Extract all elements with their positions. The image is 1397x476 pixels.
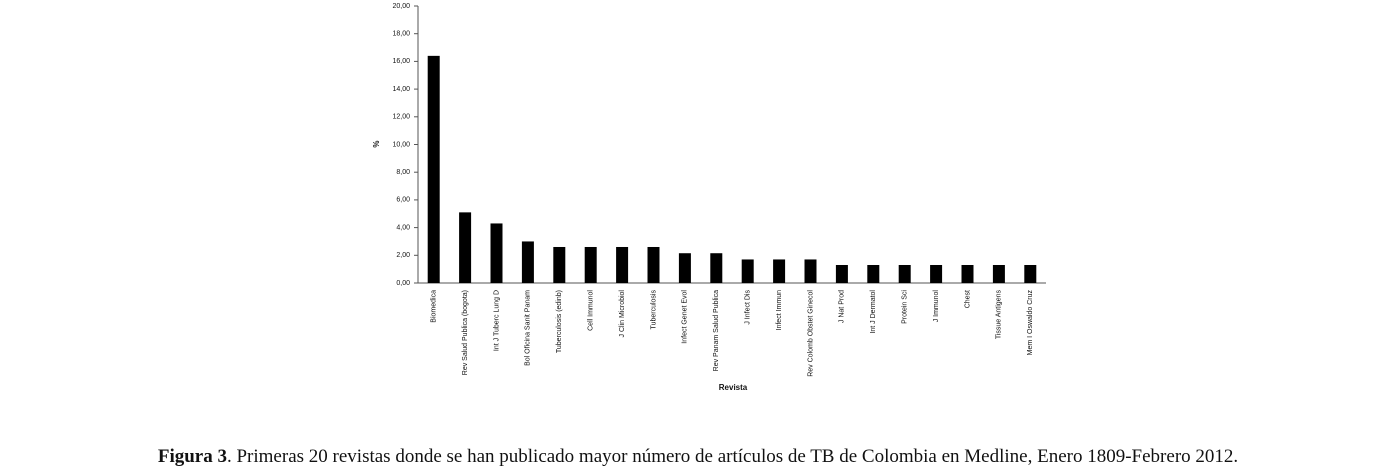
x-tick-label: Cell Immunol bbox=[588, 290, 595, 331]
caption-label: Figura 3 bbox=[158, 446, 227, 467]
x-tick-label: Bol Oficina Sanit Panam bbox=[525, 290, 532, 366]
caption: Figura 3. Primeras 20 revistas donde se … bbox=[158, 446, 1238, 467]
bar bbox=[773, 259, 786, 283]
bar bbox=[992, 264, 1005, 283]
bar bbox=[804, 259, 817, 283]
x-tick-label: Mem I Oswaldo Cruz bbox=[1027, 290, 1034, 356]
bar bbox=[835, 264, 848, 283]
bar bbox=[584, 246, 597, 283]
x-tick-label: Infect Immun bbox=[776, 290, 783, 331]
bar bbox=[521, 241, 534, 283]
y-tick-label: 4,00 bbox=[396, 224, 410, 231]
x-tick-label: Int J Dermatol bbox=[870, 290, 877, 334]
x-tick-label: Rev Colomb Obstet Ginecol bbox=[807, 290, 814, 377]
y-tick-label: 2,00 bbox=[396, 252, 410, 259]
bar bbox=[553, 246, 566, 283]
x-tick-label: Protein Sci bbox=[902, 290, 909, 324]
bar bbox=[710, 253, 723, 283]
bar bbox=[616, 246, 629, 283]
caption-text: . Primeras 20 revistas donde se han publ… bbox=[227, 446, 1238, 467]
bar bbox=[867, 264, 880, 283]
y-tick-label: 10,00 bbox=[392, 141, 410, 148]
bar bbox=[898, 264, 911, 283]
x-tick-label: Rev Panam Salud Publica bbox=[713, 290, 720, 371]
bar bbox=[741, 259, 754, 283]
bar bbox=[1024, 264, 1037, 283]
bar bbox=[647, 246, 660, 283]
x-tick-label: Tuberculosis bbox=[650, 290, 657, 330]
y-axis-label: % bbox=[372, 140, 381, 147]
y-tick-label: 14,00 bbox=[392, 86, 410, 93]
y-tick-label: 20,00 bbox=[392, 3, 410, 10]
x-tick-label: Tissue Antigens bbox=[996, 290, 1003, 340]
y-tick-label: 12,00 bbox=[392, 114, 410, 121]
bar bbox=[930, 264, 943, 283]
bar bbox=[427, 55, 440, 283]
x-tick-label: Int J Tuberc Lung D bbox=[493, 290, 500, 351]
x-tick-label: Tuberculosis (edinb) bbox=[556, 290, 563, 353]
bar bbox=[678, 253, 691, 283]
y-tick-label: 18,00 bbox=[392, 31, 410, 38]
bar bbox=[961, 264, 974, 283]
x-tick-label: Rev Salud Publica (bogota) bbox=[462, 290, 469, 375]
y-tick-label: 6,00 bbox=[396, 197, 410, 204]
y-tick-label: 16,00 bbox=[392, 58, 410, 65]
y-tick-label: 8,00 bbox=[396, 169, 410, 176]
x-tick-label: Biomedica bbox=[431, 290, 438, 323]
bar bbox=[490, 223, 503, 283]
x-tick-label: J Immunol bbox=[933, 290, 940, 323]
x-tick-label: Infect Genet Evol bbox=[682, 290, 689, 344]
x-tick-label: Chest bbox=[964, 290, 971, 308]
x-tick-label: J Clin Microbiol bbox=[619, 290, 626, 338]
x-tick-label: J Nat Prod bbox=[839, 290, 846, 323]
bar bbox=[459, 212, 472, 283]
y-tick-label: 0,00 bbox=[396, 280, 410, 287]
x-axis-label: Revista bbox=[719, 383, 748, 392]
x-tick-label: J Infect Dis bbox=[745, 290, 752, 325]
